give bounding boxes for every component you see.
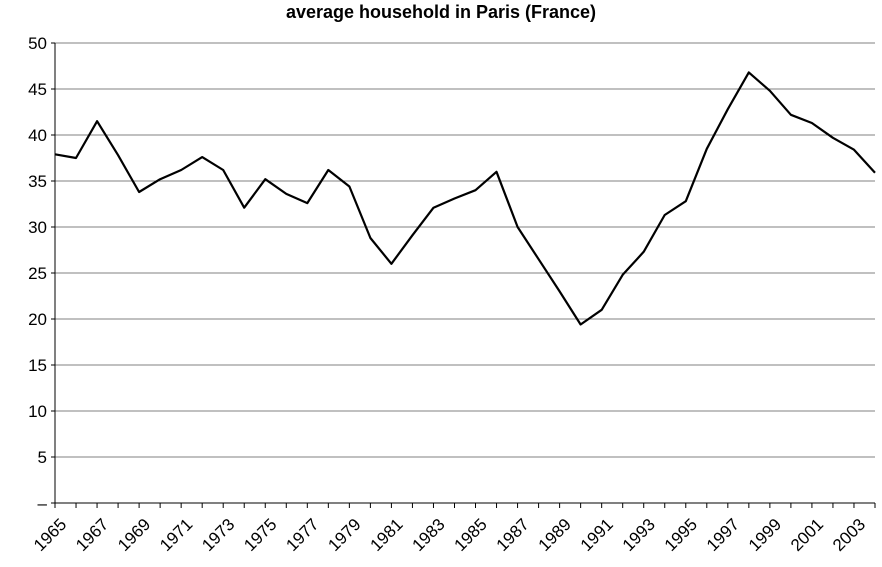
y-tick-label: 5: [38, 448, 47, 467]
x-tick-label: 1973: [198, 515, 238, 555]
x-tick-label: 1999: [745, 515, 785, 555]
y-tick-label: 40: [28, 126, 47, 145]
y-tick-label: 20: [28, 310, 47, 329]
x-tick-label: 2001: [787, 515, 827, 555]
x-tick-label: 1975: [240, 515, 280, 555]
x-tick-label: 1981: [366, 515, 406, 555]
x-tick-label: 1995: [661, 515, 701, 555]
x-tick-label: 1977: [282, 515, 322, 555]
x-tick-label: 1985: [451, 515, 491, 555]
x-tick-label: 2003: [829, 515, 869, 555]
y-tick-label: 45: [28, 80, 47, 99]
series-line: [54, 71, 876, 326]
y-tick-label: 35: [28, 172, 47, 191]
x-tick-label: 1971: [156, 515, 196, 555]
x-tick-label: 1991: [577, 515, 617, 555]
x-tick-label: 1993: [619, 515, 659, 555]
x-tick-label: 1967: [72, 515, 112, 555]
y-tick-label: –: [38, 494, 48, 513]
y-tick-label: 30: [28, 218, 47, 237]
y-tick-label: 25: [28, 264, 47, 283]
x-tick-label: 1969: [114, 515, 154, 555]
chart-title: average household in Paris (France): [285, 2, 597, 22]
x-tick-label: 1983: [409, 515, 449, 555]
x-tick-label: 1979: [324, 515, 364, 555]
x-tick-label: 1987: [493, 515, 533, 555]
x-tick-label: 1989: [535, 515, 575, 555]
x-tick-label: 1965: [30, 515, 70, 555]
y-tick-label: 50: [28, 34, 47, 53]
y-tick-label: 15: [28, 356, 47, 375]
x-tick-label: 1997: [703, 515, 743, 555]
y-tick-label: 10: [28, 402, 47, 421]
